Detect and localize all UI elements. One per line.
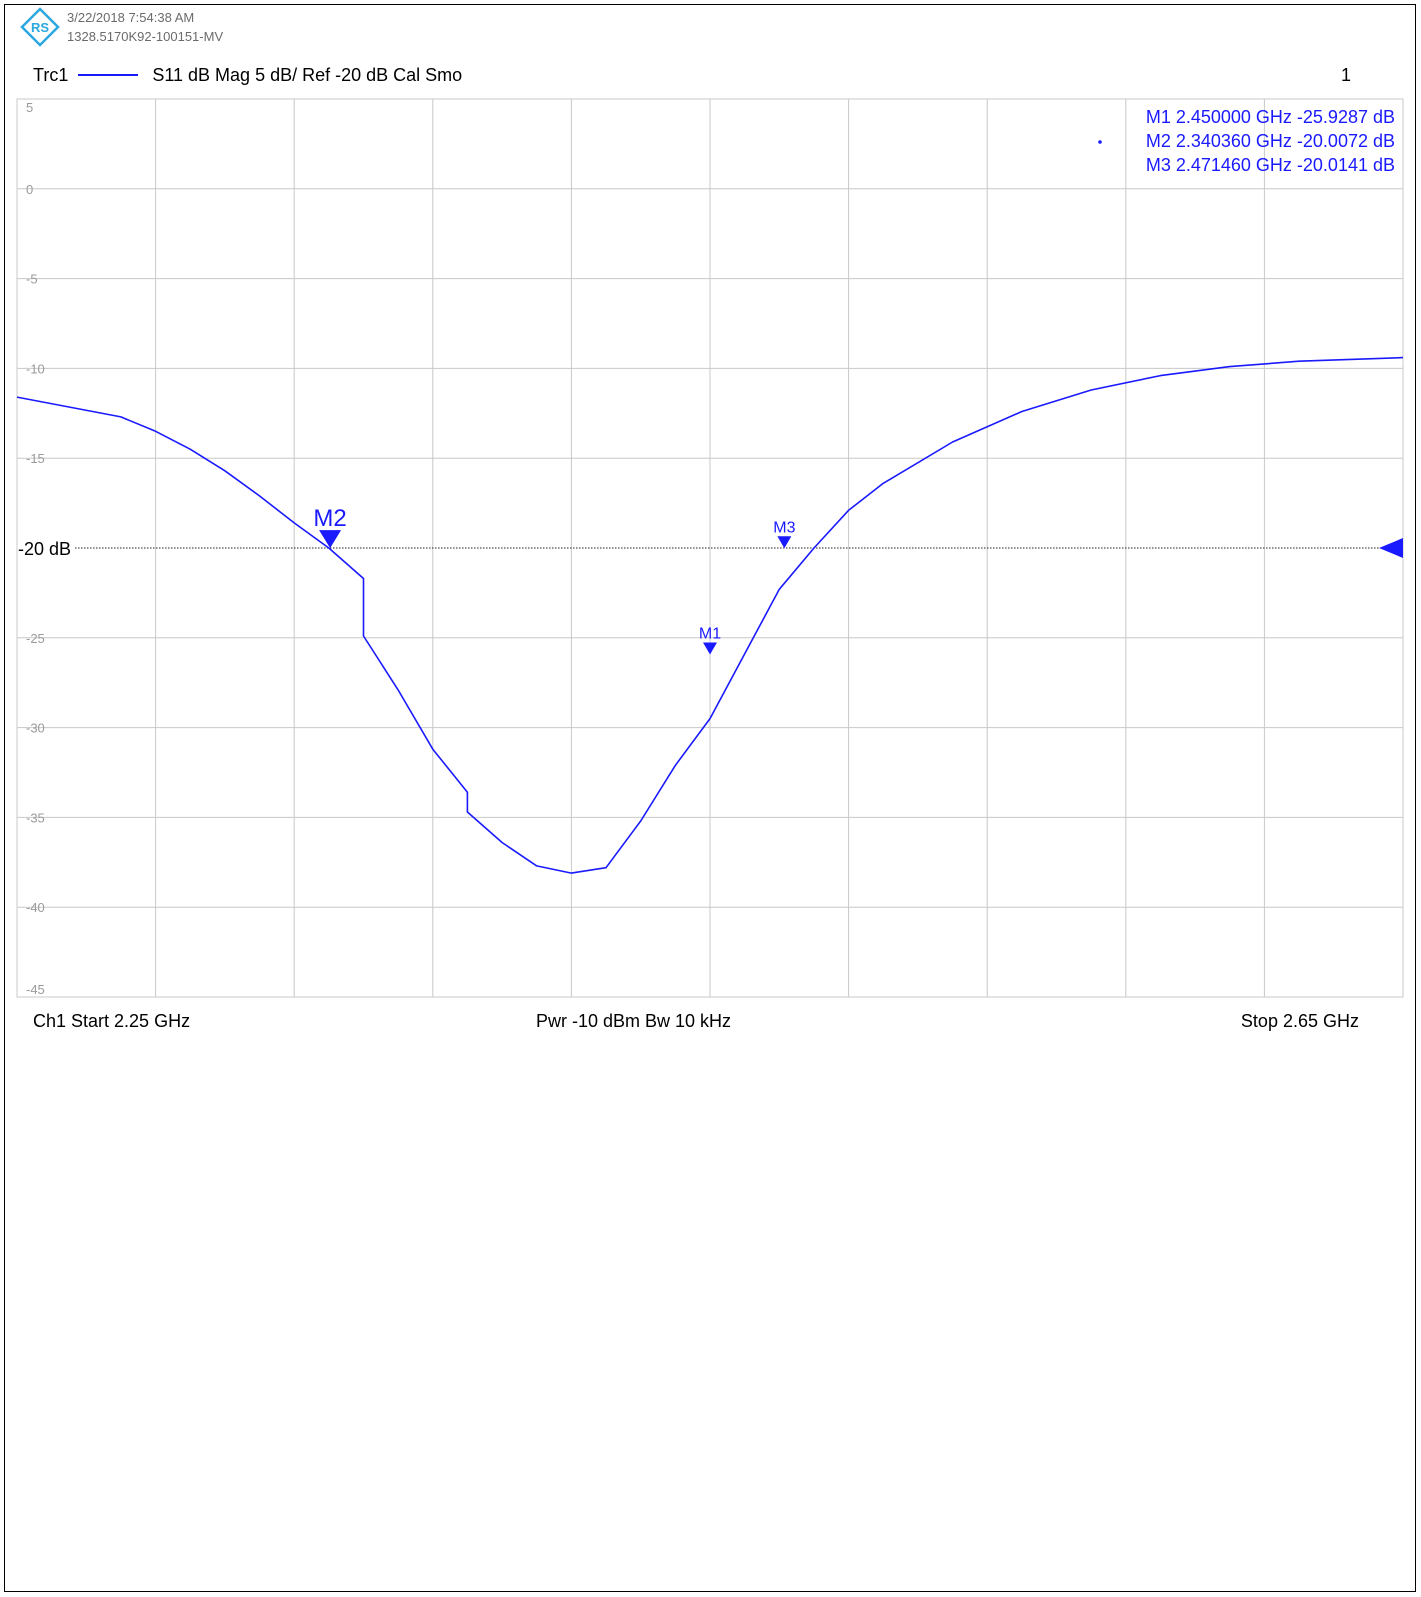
y-tick-label: -25 xyxy=(26,631,45,646)
report-frame xyxy=(4,4,1416,1592)
marker-readout-m3: M3 2.471460 GHz -20.0141 dB xyxy=(1146,155,1395,175)
timestamp: 3/22/2018 7:54:38 AM xyxy=(67,10,195,25)
marker-readout-m1: M1 2.450000 GHz -25.9287 dB xyxy=(1146,107,1395,127)
marker-m1[interactable] xyxy=(703,642,717,655)
svg-text:RS: RS xyxy=(31,20,49,35)
trace-legend-line xyxy=(78,73,139,76)
marker-label-m1: M1 xyxy=(699,625,721,642)
reference-level-arrow xyxy=(1379,538,1403,558)
trace-line-s11 xyxy=(16,356,1404,874)
s11-plot: 5 0 -5 -10 -15 -20 dB -25 -30 -35 -40 -45 M1 M2 M3 M1 … xyxy=(16,98,1404,998)
y-tick-label: -40 xyxy=(26,900,45,915)
footer-start: Ch1 Start 2.25 GHz xyxy=(33,1011,191,1031)
footer-power-bandwidth: Pwr -10 dBm Bw 10 kHz xyxy=(536,1011,732,1031)
marker-label-m3: M3 xyxy=(773,519,795,536)
marker-readout-m2: M2 2.340360 GHz -20.0072 dB xyxy=(1146,131,1395,151)
device-id: 1328.5170K92-100151-MV xyxy=(67,29,224,44)
y-tick-label: 5 xyxy=(26,100,33,115)
page-number: 1 xyxy=(1340,65,1351,85)
rs-logo: RS xyxy=(20,7,60,47)
y-tick-label: -35 xyxy=(26,810,45,825)
y-tick-label: -30 xyxy=(26,721,45,736)
marker-m3[interactable] xyxy=(777,536,792,549)
y-tick-label: -10 xyxy=(26,361,45,376)
y-tick-label: -45 xyxy=(26,982,45,997)
trace-name: Trc1 xyxy=(33,65,69,85)
y-tick-label: -5 xyxy=(26,272,38,287)
trace-info: Trc1 S11 dB Mag 5 dB/ Ref -20 dB Cal Smo xyxy=(33,65,462,86)
y-tick-label: 0 xyxy=(26,182,33,197)
marker-m2[interactable] xyxy=(319,530,342,549)
footer-stop: Stop 2.65 GHz xyxy=(1240,1011,1359,1031)
y-tick-label: -15 xyxy=(26,451,45,466)
reference-level-label: -20 dB xyxy=(18,539,71,559)
trace-description: S11 dB Mag 5 dB/ Ref -20 dB Cal Smo xyxy=(152,65,463,85)
marker-label-m2: M2 xyxy=(313,505,346,532)
active-marker-dot xyxy=(1098,140,1102,144)
